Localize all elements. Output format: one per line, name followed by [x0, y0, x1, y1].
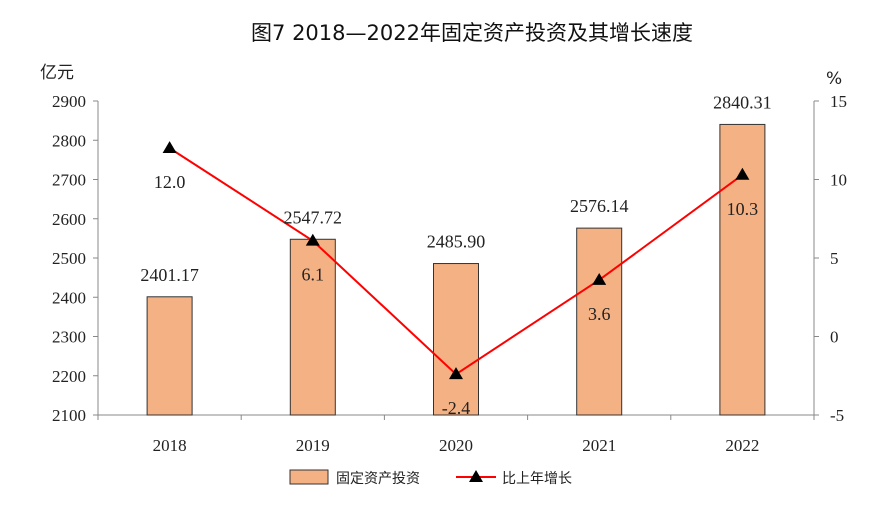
bar-value-label: 2576.14 [570, 196, 629, 216]
x-tick-label: 2018 [153, 436, 187, 455]
line-marker [735, 167, 750, 180]
bar-value-label: 2840.31 [713, 92, 772, 112]
bar [146, 296, 193, 416]
y-right-unit: % [826, 69, 842, 89]
chart-title: 图7 2018—2022年固定资产投资及其增长速度 [251, 21, 693, 45]
line-value-label: -2.4 [442, 398, 471, 418]
legend-line-label: 比上年增长 [502, 471, 572, 487]
y-left-tick-label: 2200 [52, 367, 86, 386]
y-left-tick-label: 2500 [52, 249, 86, 268]
line-value-label: 6.1 [302, 265, 325, 285]
x-tick-label: 2021 [582, 436, 616, 455]
bar [576, 227, 623, 416]
bar-value-label: 2547.72 [284, 207, 343, 227]
line-value-label: 12.0 [154, 172, 186, 192]
axes: 2100 2200 2300 2400 2500 2600 2700 2800 2900 -5 0 5… [52, 92, 847, 455]
y-left-tick-label: 2100 [52, 406, 86, 425]
line-marker [305, 233, 320, 246]
legend: 固定资产投资 比上年增长 [289, 469, 572, 487]
bar-value-label: 2485.90 [427, 232, 486, 252]
bar [719, 123, 766, 416]
y-left-tick-label: 2900 [52, 92, 86, 111]
y-right-tick-label: 0 [830, 328, 839, 347]
legend-bar-label: 固定资产投资 [336, 471, 420, 487]
y-right-tick-label: 10 [830, 171, 847, 190]
legend-bar-swatch [289, 469, 329, 485]
y-right-tick-label: 15 [830, 92, 847, 111]
legend-line-marker [469, 470, 483, 482]
line-marker [162, 141, 177, 153]
y-left-tick-label: 2600 [52, 210, 86, 229]
y-right-tick-label: -5 [830, 406, 844, 425]
y-left-tick-label: 2300 [52, 328, 86, 347]
line-value-label: 10.3 [727, 199, 759, 219]
y-left-unit: 亿元 [40, 63, 74, 83]
x-tick-label: 2019 [296, 436, 330, 455]
x-tick-label: 2020 [439, 436, 473, 455]
y-left-tick-label: 2700 [52, 171, 86, 190]
bar-value-label: 2401.17 [140, 265, 199, 285]
line-marker [449, 367, 463, 380]
y-right-tick-label: 5 [830, 249, 839, 268]
x-tick-label: 2022 [725, 436, 759, 455]
line-marker [592, 272, 607, 285]
line-value-label: 3.6 [588, 304, 611, 324]
y-left-tick-label: 2400 [52, 288, 86, 307]
bar [433, 263, 479, 416]
line-series [162, 141, 750, 380]
y-left-tick-label: 2800 [52, 131, 86, 150]
data-labels: 2401.17 2547.72 2485.90 2576.14 2840.31 12.0 6… [140, 92, 771, 418]
